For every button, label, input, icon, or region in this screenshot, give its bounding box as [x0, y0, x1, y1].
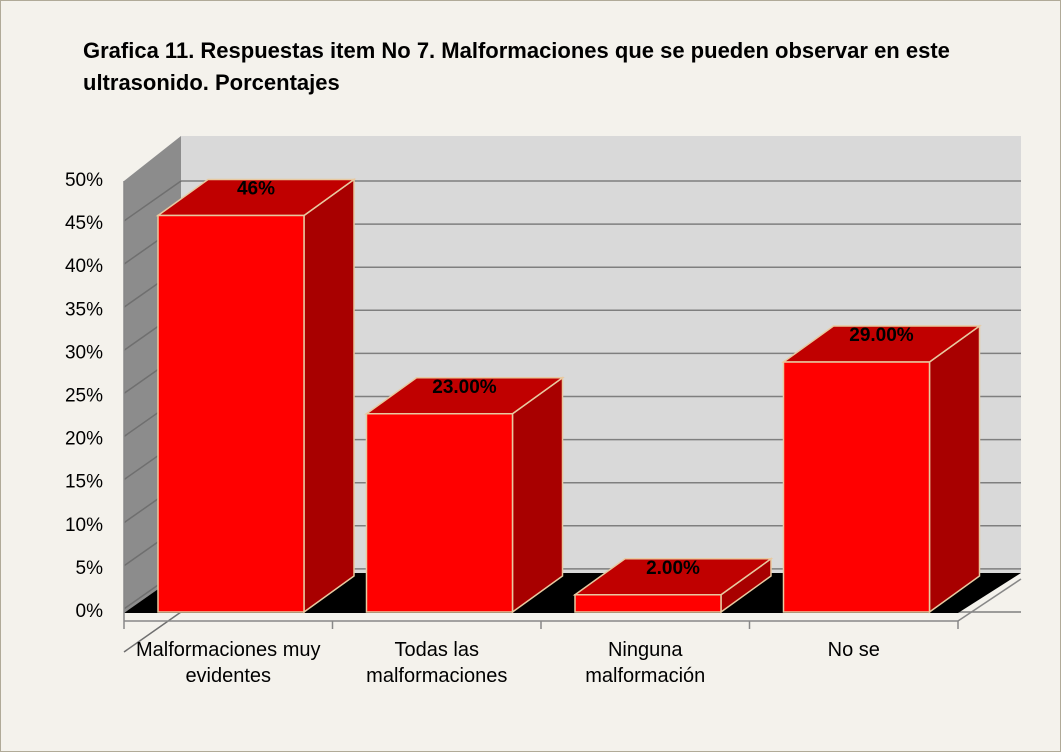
y-tick-label: 40% — [65, 256, 103, 277]
y-tick-label: 10% — [65, 515, 103, 536]
bar-side — [928, 324, 981, 614]
data-label: 2.00% — [646, 558, 700, 579]
y-tick-label: 25% — [65, 386, 103, 407]
bar-side — [303, 178, 355, 614]
data-label: 29.00% — [849, 325, 914, 346]
y-tick-label: 45% — [65, 213, 103, 234]
side-grid-line — [123, 611, 182, 653]
x-tick-label: Todas las malformaciones — [366, 639, 508, 687]
bar-side — [511, 376, 564, 614]
bar — [365, 412, 514, 613]
x-tick-label: No se — [827, 639, 880, 661]
y-tick-label: 30% — [65, 342, 103, 363]
x-tick-label: Ninguna malformación — [585, 639, 706, 687]
floor-edge — [957, 578, 1022, 622]
bar — [574, 594, 722, 613]
side-grid-line — [123, 180, 182, 222]
y-tick-label: 35% — [65, 299, 103, 320]
bar — [157, 214, 305, 613]
data-label: 23.00% — [432, 377, 497, 398]
y-tick-label: 15% — [65, 472, 103, 493]
y-tick-label: 0% — [76, 601, 104, 622]
chart-title: Grafica 11. Respuestas item No 7. Malfor… — [83, 38, 950, 95]
x-tick-label: Malformaciones muy evidentes — [135, 639, 321, 687]
data-label: 46% — [237, 178, 275, 199]
y-tick-label: 20% — [65, 429, 103, 450]
y-tick-label: 50% — [65, 170, 103, 191]
y-tick-label: 5% — [76, 558, 104, 579]
bar — [782, 361, 931, 613]
